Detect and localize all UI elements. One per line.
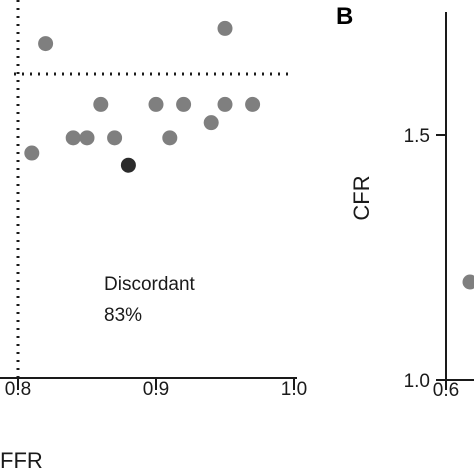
- panel-a-data-point: [217, 96, 233, 112]
- panel-a-data-point: [38, 36, 54, 52]
- panel-a-data-point: [107, 130, 123, 146]
- panel-a: 0.8 0.9 1.0 Discordant 83% FFR: [0, 0, 307, 473]
- panel-a-x-ticks: 0.8 0.9 1.0: [5, 378, 307, 400]
- panel-a-data-point: [217, 20, 233, 36]
- panel-a-x-tick-label: 0.9: [143, 379, 169, 400]
- panel-b-y-axis-title: CFR: [349, 175, 374, 220]
- panel-a-data-point: [245, 96, 261, 112]
- panel-a-data-point: [93, 96, 109, 112]
- panel-b-points: [462, 274, 474, 290]
- panel-b-y-tick-label: 1.5: [404, 126, 430, 147]
- panel-b-x-ticks: 0.6: [433, 380, 459, 401]
- panel-a-data-point: [162, 130, 178, 146]
- panel-a-data-point: [79, 130, 95, 146]
- annotation-line-1: Discordant: [104, 274, 196, 295]
- panel-a-points: [24, 20, 261, 173]
- panel-a-x-axis-title: FFR: [0, 448, 43, 473]
- panel-a-data-point: [148, 96, 164, 112]
- panel-b-data-point: [462, 274, 474, 290]
- panel-b-y-ticks: 1.01.52.02.5: [404, 126, 446, 392]
- panel-a-data-point: [120, 157, 136, 173]
- panel-a-data-point: [65, 130, 81, 146]
- panel-a-data-point: [203, 115, 219, 131]
- annotation-line-2: 83%: [104, 305, 142, 326]
- panel-b: B 1.01.52.02.5 0.6 CFR: [336, 3, 474, 401]
- panel-a-data-point: [176, 96, 192, 112]
- panel-b-y-tick-label: 1.0: [404, 371, 430, 392]
- panel-a-data-point: [24, 145, 40, 161]
- panel-b-letter: B: [336, 3, 353, 30]
- panel-a-x-tick-label: 0.8: [5, 379, 31, 400]
- panel-b-x-tick-label: 0.6: [433, 380, 459, 401]
- panel-a-x-tick-label: 1.0: [281, 379, 307, 400]
